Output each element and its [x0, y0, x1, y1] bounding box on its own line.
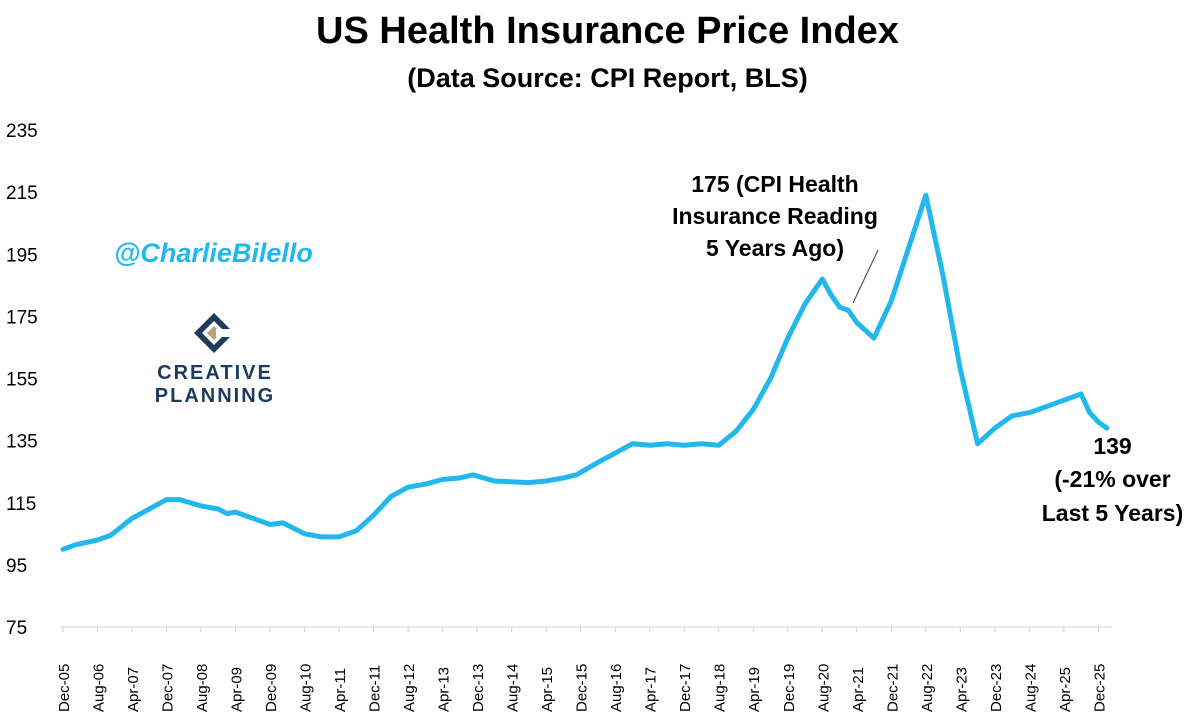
x-tick-label: Dec-15 — [574, 664, 591, 712]
creative-planning-logo: CREATIVE PLANNING — [140, 312, 290, 408]
x-tick-label: Apr-23 — [953, 667, 970, 712]
series-line — [60, 192, 1110, 552]
x-tick-label: Apr-19 — [746, 667, 763, 712]
x-tick-label: Aug-06 — [91, 664, 108, 712]
chart-title: US Health Insurance Price Index — [316, 10, 899, 52]
x-tick-label: Aug-20 — [815, 664, 832, 712]
author-handle: @CharlieBilello — [114, 238, 313, 268]
y-tick-label: 215 — [6, 183, 38, 204]
x-tick-label: Aug-18 — [712, 664, 729, 712]
x-tick-label: Dec-25 — [1091, 664, 1108, 712]
logo-text-line1: CREATIVE — [157, 362, 273, 384]
x-tick-label: Apr-13 — [436, 667, 453, 712]
x-tick-label: Dec-17 — [677, 664, 694, 712]
x-tick-label: Aug-10 — [298, 664, 315, 712]
peak-annotation-line1: 175 (CPI Health — [691, 171, 859, 197]
logo-text-line2: PLANNING — [154, 385, 276, 407]
x-tick-label: Apr-09 — [229, 667, 246, 712]
x-tick-label: Apr-11 — [332, 668, 349, 712]
x-tick-label: Dec-13 — [470, 664, 487, 712]
x-tick-label: Aug-14 — [505, 664, 522, 712]
y-axis: 75 95 115 135 155 175 195 215 235 — [6, 121, 38, 639]
x-tick-label: Dec-19 — [781, 664, 798, 712]
end-annotation-line3: Last 5 Years) — [1041, 499, 1184, 526]
x-tick-label: Apr-15 — [539, 667, 556, 712]
x-tick-label: Dec-21 — [884, 664, 901, 712]
x-tick-label: Aug-24 — [1022, 664, 1039, 712]
y-tick-label: 95 — [6, 556, 27, 577]
x-tick-label: Dec-07 — [160, 664, 177, 712]
peak-annotation: 175 (CPI Health Insurance Reading 5 Year… — [655, 168, 895, 265]
y-tick-label: 235 — [6, 121, 38, 142]
y-tick-label: 75 — [6, 618, 27, 639]
y-tick-label: 115 — [6, 494, 36, 515]
x-tick-label: Apr-07 — [125, 667, 142, 712]
peak-annotation-line2: Insurance Reading — [672, 203, 878, 230]
logo-mark-icon — [194, 313, 235, 353]
x-tick-label: Aug-08 — [194, 664, 211, 712]
x-tick-label: Aug-16 — [608, 664, 625, 712]
end-annotation-line2: (-21% over — [1054, 466, 1171, 493]
y-tick-label: 195 — [6, 245, 38, 266]
x-tick-label: Dec-05 — [56, 664, 73, 712]
x-tick-label: Dec-23 — [988, 664, 1005, 712]
end-annotation-line1: 139 — [1093, 433, 1132, 459]
peak-annotation-pointer — [852, 249, 879, 304]
end-annotation: 139 (-21% over Last 5 Years) — [1025, 430, 1200, 530]
chart-subtitle: (Data Source: CPI Report, BLS) — [407, 63, 808, 93]
x-tick-label: Apr-17 — [643, 667, 660, 712]
x-tick-label: Dec-11 — [367, 665, 384, 712]
peak-annotation-line3: 5 Years Ago) — [705, 235, 845, 262]
x-axis: Dec-05 Aug-06 Apr-07 Dec-07 Aug-08 Apr-09 Dec-… — [56, 627, 1108, 712]
y-tick-label: 135 — [6, 432, 38, 453]
x-tick-label: Apr-25 — [1057, 667, 1074, 712]
x-tick-label: Apr-21 — [850, 667, 867, 712]
x-tick-label: Aug-12 — [401, 664, 418, 712]
y-tick-label: 175 — [6, 307, 38, 328]
x-tick-label: Aug-22 — [919, 664, 936, 712]
y-tick-label: 155 — [6, 370, 38, 391]
x-tick-label: Dec-09 — [263, 664, 280, 712]
